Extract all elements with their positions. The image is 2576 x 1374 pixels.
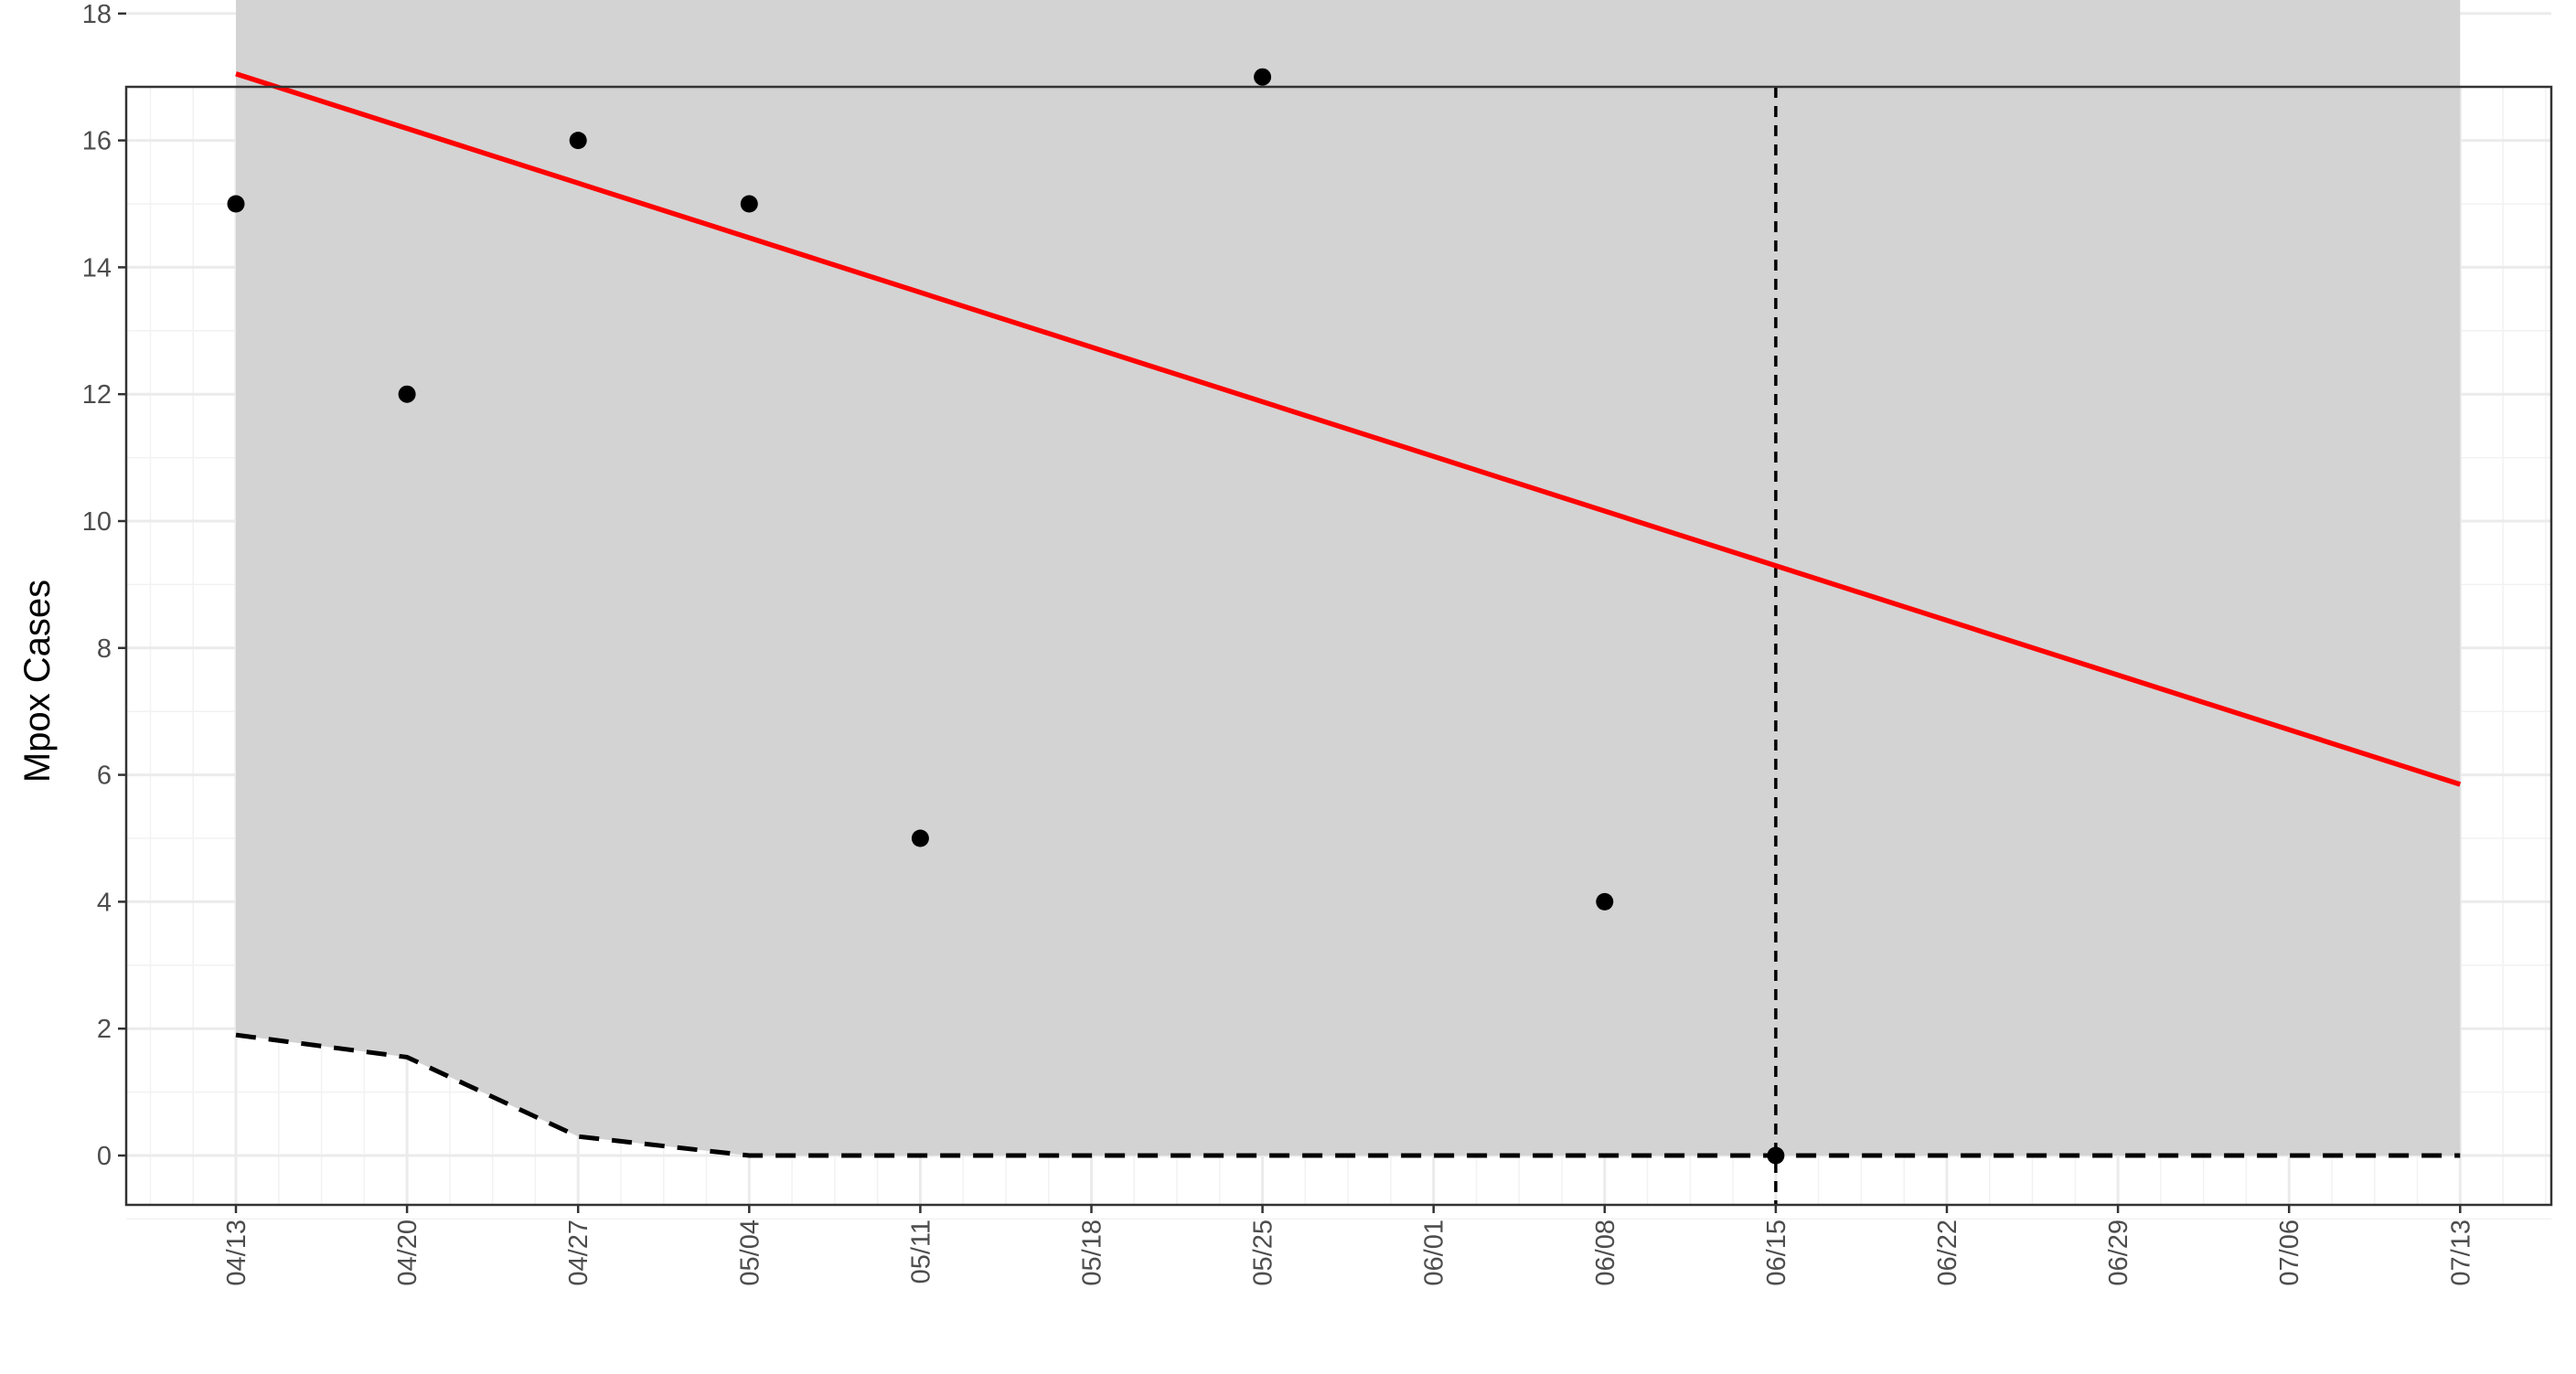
x-tick-label: 06/01 bbox=[1420, 1220, 1449, 1286]
y-tick-label: 12 bbox=[82, 380, 112, 410]
plot-panel: 0246810121416182022242628303204/1304/200… bbox=[82, 0, 2553, 1286]
x-tick-label: 05/25 bbox=[1249, 1220, 1278, 1286]
data-point bbox=[740, 195, 758, 213]
y-tick-label: 10 bbox=[82, 507, 112, 537]
x-tick-label: 06/15 bbox=[1762, 1220, 1791, 1286]
data-point bbox=[227, 195, 245, 213]
x-tick-label: 05/18 bbox=[1078, 1220, 1107, 1286]
x-tick-label: 05/04 bbox=[735, 1220, 764, 1286]
y-tick-label: 14 bbox=[82, 253, 112, 282]
data-point bbox=[1596, 892, 1614, 911]
y-tick-label: 6 bbox=[97, 762, 112, 791]
x-tick-label: 04/20 bbox=[393, 1220, 422, 1286]
y-tick-label: 0 bbox=[97, 1142, 112, 1171]
x-tick-label: 06/29 bbox=[2104, 1220, 2133, 1286]
data-point bbox=[1254, 68, 1272, 86]
y-tick-label: 4 bbox=[97, 888, 112, 917]
uncertainty-band bbox=[236, 0, 2461, 1156]
data-point bbox=[911, 829, 929, 847]
data-point bbox=[398, 385, 416, 403]
lower-bound-line bbox=[235, 1032, 2461, 1158]
x-tick-label: 05/11 bbox=[906, 1220, 935, 1283]
y-tick-label: 16 bbox=[82, 127, 112, 156]
x-tick-label: 06/08 bbox=[1591, 1220, 1620, 1286]
x-tick-label: 04/13 bbox=[222, 1220, 251, 1286]
y-axis-label: Mpox Cases bbox=[17, 580, 58, 783]
y-tick-label: 18 bbox=[82, 0, 112, 29]
forecast-line bbox=[235, 71, 2462, 787]
panel-border bbox=[124, 85, 2553, 1207]
data-point bbox=[1767, 1146, 1785, 1165]
x-tick-label: 07/06 bbox=[2275, 1220, 2304, 1286]
x-tick-label: 04/27 bbox=[564, 1220, 593, 1286]
y-tick-label: 8 bbox=[97, 634, 112, 664]
x-tick-label: 06/22 bbox=[1933, 1220, 1962, 1286]
data-point bbox=[569, 132, 587, 150]
y-tick-label: 2 bbox=[97, 1015, 112, 1044]
x-tick-label: 07/13 bbox=[2446, 1220, 2475, 1286]
